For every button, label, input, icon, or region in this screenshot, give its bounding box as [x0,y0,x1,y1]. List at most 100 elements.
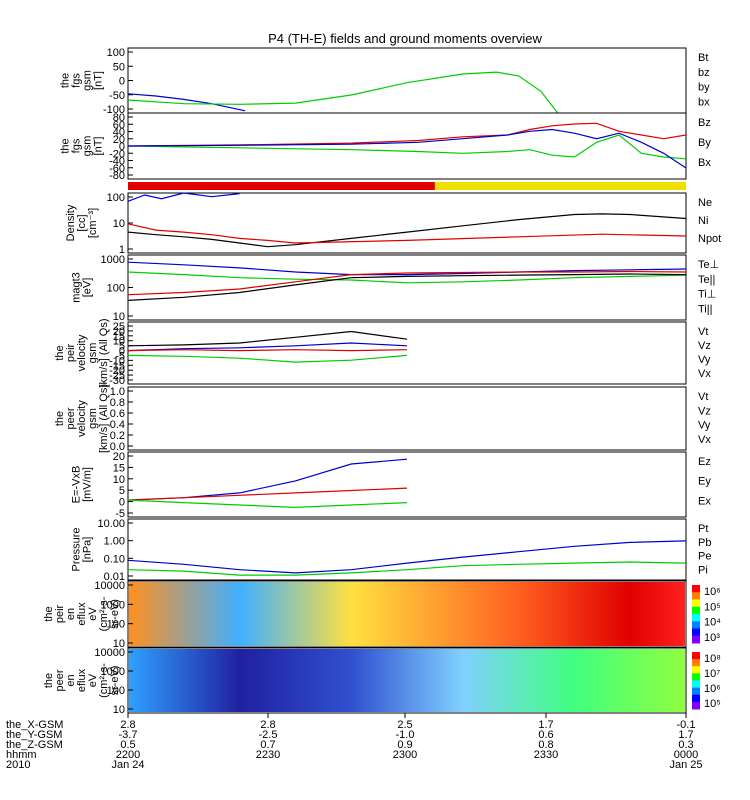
y-axis-label: magt3 [71,272,83,303]
y-axis-label: [km/s] (All Qs) [98,384,110,453]
panel-frame [127,580,687,648]
series-pi [127,540,687,574]
legend-entry: Npot [698,233,721,245]
legend-entry: Vy [698,354,711,366]
colorbar-cell [692,628,700,637]
footer-value: -2.5 [259,729,278,741]
series-bx [127,93,246,112]
footer-row-label: the_Z-GSM [6,739,63,751]
colorbar: 10⁸ 10⁷ 10⁶ 10⁵ [692,652,721,710]
colorbar-cell [692,585,700,593]
series-ez [127,487,408,501]
legend-entry: Ne [698,197,712,209]
footer-value: 2.8 [120,719,135,731]
y-tick-label: -80 [109,170,125,182]
panel-peer_spec: 10⁸ 10⁷ 10⁶ 10⁵ 10000 1000 100 10 the peer en eflux… [43,647,721,716]
colorbar-tick-label: 10⁷ [704,668,720,680]
footer-value: -1.0 [396,729,415,741]
y-tick-label: 25 [113,321,125,333]
y-axis-label: peir [54,604,66,623]
panel-frame [127,192,687,254]
y-axis-label: [nT] [93,71,105,90]
footer-row-label: 2010 [6,759,30,771]
legend-entry: by [698,82,710,94]
footer-value: 0.5 [120,739,135,751]
legend-entry: Ti|| [698,303,712,315]
series-ey [127,499,408,509]
y-axis-label: the [54,345,66,360]
colorbar-cell [692,680,700,689]
legend-entry: Vx [698,434,711,446]
legend-entry: Pt [698,523,708,535]
y-axis-label: peer [65,407,77,429]
y-axis-label: the [54,411,66,426]
series-ne [127,223,687,244]
y-tick-label: 40 [113,127,125,139]
colorbar-tick-label: 10⁸ [704,653,721,665]
y-tick-label: 0 [119,497,125,509]
footer-value: Jan 24 [111,759,144,771]
y-tick-label: 10.00 [97,518,125,530]
footer-value: 2200 [116,749,140,761]
series-vx [127,342,408,352]
y-tick-label: 0 [119,76,125,88]
panel-frame [127,647,687,714]
series-ni [127,213,687,248]
figure-title: P4 (TH-E) fields and ground moments over… [268,31,542,46]
y-tick-label: 10 [113,704,125,716]
mode-bar-segment [434,182,686,190]
legend-entry: Vz [698,340,711,352]
y-axis-label: (cm²-s- [98,596,110,631]
y-tick-label: 0.6 [110,408,125,420]
legend-entry: Te⊥ [698,259,719,271]
colorbar-tick-label: 10⁴ [704,617,721,629]
y-axis-label: velocity [76,334,88,371]
footer-value: 2300 [393,749,417,761]
y-tick-label: 10000 [94,580,125,592]
series-pe [127,561,687,576]
y-tick-label: 20 [113,326,125,338]
legend-entry: bz [698,67,710,79]
series-te [127,270,687,296]
y-tick-label: 1000 [101,599,125,611]
footer-value: -3.7 [119,729,138,741]
heatmap-fill [129,649,685,712]
legend-entry: Vy [698,420,711,432]
colorbar-tick-label: 10⁶ [704,586,721,598]
legend-entry: Vt [698,391,708,403]
y-tick-label: -40 [109,156,125,168]
footer-value: 2330 [534,749,558,761]
y-tick-label: 5 [119,341,125,353]
y-tick-label: 10 [113,218,125,230]
footer-value: 0.8 [538,739,553,751]
y-tick-label: -5 [115,350,125,362]
y-tick-label: 10 [113,474,125,486]
y-axis-label: gsm [87,343,99,364]
series-ti [127,271,687,284]
y-tick-label: 15 [113,462,125,474]
legend-entry: Ez [698,456,711,468]
legend-entry: Ex [698,495,711,507]
y-axis-label: peer [54,669,66,691]
y-tick-label: 1.00 [104,536,125,548]
y-tick-label: -15 [109,360,125,372]
y-tick-label: 0.01 [104,571,125,583]
y-axis-label: gsm [82,70,94,91]
series-npot [127,192,240,202]
legend-entry: Bz [698,117,711,129]
footer-row-label: the_Y-GSM [6,729,62,741]
y-tick-label: 100 [107,192,125,204]
colorbar-cell [692,666,700,674]
panel-frame [127,518,687,581]
footer-value: 0000 [674,749,698,761]
legend-entry: bx [698,96,710,108]
y-tick-label: -5 [115,508,125,520]
y-tick-label: -100 [103,104,125,116]
y-axis-label: [mV/m] [82,467,94,502]
y-tick-label: 80 [113,112,125,124]
legend-entry: Pi [698,564,708,576]
